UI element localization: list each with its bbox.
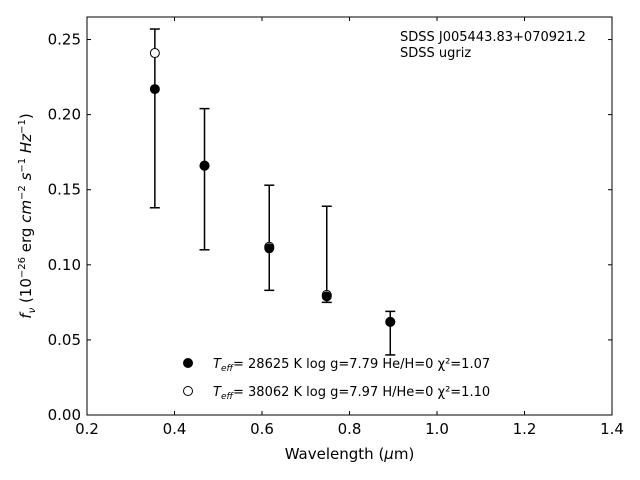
plot-frame	[86, 16, 613, 416]
y-tick-label: 0.10	[48, 256, 81, 274]
axis-ticks: 0.2 0.4 0.6 0.8 1.0 1.2 1.4 0.00 0.05 0.10 0.15 0.2…	[48, 17, 624, 438]
legend-entry-2-text: = 38062 K log g=7.97 H/He=0 χ²=1.10	[233, 385, 490, 400]
point-filled	[264, 243, 275, 254]
legend-marker-open	[183, 386, 193, 396]
x-axis-label: Wavelength (μm)	[285, 445, 415, 463]
point-filled	[149, 84, 160, 95]
y-tick-label: 0.25	[48, 31, 81, 49]
x-tick-label: 1.0	[425, 420, 449, 438]
legend-entry-2: Teff= 38062 K log g=7.97 H/He=0 χ²=1.10	[213, 385, 490, 402]
legend-entry-1-text: = 28625 K log g=7.79 He/H=0 χ²=1.07	[233, 357, 490, 372]
legend-marker-filled	[183, 358, 193, 368]
y-axis-label: fν (10−26 erg cm−2 s−1 Hz−1)	[17, 113, 38, 318]
point-filled	[199, 160, 210, 171]
point-open	[149, 48, 160, 59]
y-tick-label: 0.05	[48, 331, 81, 349]
survey-name: SDSS ugriz	[400, 46, 471, 61]
legend-entry-2-prefix: T	[213, 385, 222, 400]
y-tick-label: 0.20	[48, 106, 81, 124]
error-bars	[149, 28, 396, 356]
y-tick-label: 0.00	[48, 406, 81, 424]
x-tick-label: 1.4	[600, 420, 624, 438]
point-filled	[385, 316, 396, 327]
legend-entry-1-sub: eff	[221, 364, 235, 374]
point-filled	[321, 291, 332, 302]
legend-entry-1: Teff= 28625 K log g=7.79 He/H=0 χ²=1.07	[213, 357, 490, 374]
x-tick-label: 1.2	[513, 420, 537, 438]
x-tick-label: 0.8	[338, 420, 362, 438]
legend-entry-1-prefix: T	[213, 357, 222, 372]
data-points	[149, 48, 396, 327]
legend-entry-2-sub: eff	[221, 392, 235, 402]
x-tick-label: 0.4	[163, 420, 187, 438]
object-name: SDSS J005443.83+070921.2	[400, 30, 586, 45]
x-tick-label: 0.2	[75, 420, 99, 438]
legend: Teff= 28625 K log g=7.79 He/H=0 χ²=1.07 …	[183, 357, 490, 402]
x-tick-label: 0.6	[250, 420, 274, 438]
y-tick-label: 0.15	[48, 181, 81, 199]
